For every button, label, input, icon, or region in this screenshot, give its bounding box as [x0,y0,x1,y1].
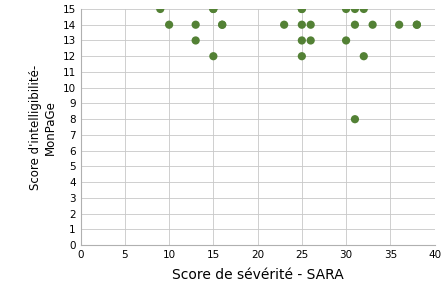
Point [157,7,164,11]
Point [414,22,421,27]
Point [280,22,288,27]
Point [166,22,173,27]
Point [396,22,403,27]
Point [360,54,367,59]
X-axis label: Score de sévérité - SARA: Score de sévérité - SARA [172,269,344,282]
Point [298,7,306,11]
Point [298,38,306,43]
Point [343,38,350,43]
Y-axis label: Score d'intelligibilité-
MonPaGe: Score d'intelligibilité- MonPaGe [29,65,57,190]
Point [192,38,199,43]
Point [210,54,217,59]
Point [192,22,199,27]
Point [210,7,217,11]
Point [298,54,306,59]
Point [298,7,306,11]
Point [298,22,306,27]
Point [351,22,358,27]
Point [210,7,217,11]
Point [369,22,376,27]
Point [343,7,350,11]
Point [351,117,358,122]
Point [307,38,314,43]
Point [414,22,421,27]
Point [360,7,367,11]
Point [307,22,314,27]
Point [219,22,226,27]
Point [351,7,358,11]
Point [219,22,226,27]
